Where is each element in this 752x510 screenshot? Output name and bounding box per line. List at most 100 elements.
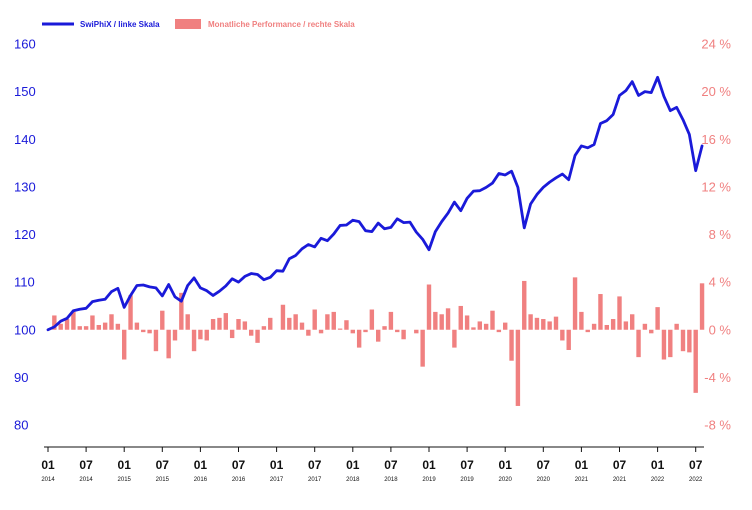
performance-bar [598, 294, 603, 330]
performance-bar [515, 329, 521, 406]
x-tick-month-label: 01 [118, 458, 132, 472]
performance-bar [217, 317, 222, 330]
performance-bar [509, 329, 514, 361]
x-tick-year-label: 2017 [308, 477, 322, 483]
performance-bar [610, 319, 616, 330]
performance-bar [464, 315, 470, 330]
x-tick-month-label: 01 [651, 458, 665, 472]
performance-bar [553, 316, 559, 330]
performance-bar [331, 311, 336, 330]
performance-bar [299, 322, 305, 330]
performance-bar [153, 329, 159, 352]
performance-bar [337, 328, 343, 330]
performance-bar [363, 329, 368, 333]
performance-bar [115, 323, 121, 330]
x-tick-year-label: 2016 [232, 477, 246, 483]
x-tick-month-label: 07 [232, 458, 246, 472]
performance-bar [268, 317, 273, 330]
performance-bar [649, 329, 654, 334]
performance-bar [687, 329, 692, 353]
performance-bar [636, 329, 641, 358]
y-right-tick-label: 12 % [701, 179, 731, 194]
performance-bar [693, 329, 698, 393]
performance-bar [147, 329, 152, 334]
performance-bar [318, 329, 324, 334]
performance-bar [141, 329, 146, 333]
performance-bar [661, 329, 667, 360]
legend: SwiPhiX / linke Skala Monatliche Perform… [42, 19, 355, 29]
performance-bar [388, 311, 394, 330]
performance-bar [382, 326, 387, 330]
performance-bar [452, 329, 457, 348]
performance-bar [534, 317, 540, 330]
performance-bar [350, 329, 355, 334]
performance-bar [204, 329, 209, 341]
performance-bar [71, 311, 76, 330]
performance-bar [223, 313, 228, 330]
legend-bar-label: Monatliche Performance / rechte Skala [208, 20, 355, 29]
legend-bar-swatch [175, 19, 201, 29]
performance-bar [674, 323, 679, 330]
x-tick-month-label: 07 [689, 458, 703, 472]
y-left-tick-label: 150 [14, 84, 36, 99]
x-tick-month-label: 01 [499, 458, 513, 472]
performance-bar [376, 329, 381, 342]
performance-bar [401, 329, 406, 340]
x-tick-year-label: 2021 [613, 477, 627, 483]
monthly-performance-bars [52, 277, 705, 406]
performance-bar [261, 326, 267, 330]
performance-bar [630, 314, 635, 330]
x-tick-year-label: 2018 [346, 477, 360, 483]
performance-bar [58, 323, 63, 330]
performance-bar [426, 284, 432, 330]
performance-bar [210, 319, 216, 330]
performance-bar [483, 323, 489, 330]
performance-bar [522, 280, 527, 330]
y-left-tick-label: 160 [14, 37, 36, 52]
x-tick-year-label: 2021 [575, 477, 589, 483]
x-tick-month-label: 07 [79, 458, 93, 472]
x-tick-month-label: 07 [384, 458, 398, 472]
performance-bar [617, 296, 622, 330]
performance-bar [680, 329, 686, 352]
performance-bar [64, 319, 70, 330]
performance-bar [369, 309, 375, 330]
y-left-tick-label: 130 [14, 179, 36, 194]
performance-bar [560, 329, 565, 341]
performance-bar [109, 314, 114, 330]
x-tick-month-label: 07 [613, 458, 627, 472]
performance-bar [52, 315, 57, 330]
x-tick-month-label: 07 [308, 458, 322, 472]
x-tick-month-label: 01 [194, 458, 208, 472]
x-tick-year-label: 2016 [194, 477, 208, 483]
performance-bar [312, 309, 317, 330]
performance-bar [668, 329, 673, 358]
x-tick-year-label: 2015 [156, 477, 170, 483]
performance-bar [198, 329, 203, 340]
performance-bar [172, 329, 178, 341]
performance-bar [287, 317, 292, 330]
performance-bar [655, 307, 660, 330]
y-axis-right: -8 % -4 % 0 % 4 % 8 % 12 % 16 % 20 % 24 % [701, 37, 731, 433]
performance-bar [604, 324, 609, 330]
y-right-tick-label: 16 % [701, 132, 731, 147]
performance-bar [623, 321, 629, 330]
performance-bar [229, 329, 235, 339]
performance-bar [414, 329, 419, 334]
y-right-tick-label: 24 % [701, 37, 731, 52]
x-tick-month-label: 01 [41, 458, 55, 472]
performance-bar [134, 322, 140, 330]
performance-bar [356, 329, 362, 348]
performance-bar [503, 322, 508, 330]
x-tick-month-label: 01 [422, 458, 436, 472]
performance-bar [160, 310, 165, 330]
performance-bar [579, 311, 584, 330]
x-tick-month-label: 07 [537, 458, 551, 472]
y-left-tick-label: 80 [14, 418, 28, 433]
performance-bar [547, 321, 552, 330]
x-tick-year-label: 2020 [537, 477, 551, 483]
performance-bar [102, 322, 108, 330]
performance-bar [439, 314, 444, 330]
performance-bar [280, 304, 286, 330]
performance-bar [128, 295, 133, 330]
